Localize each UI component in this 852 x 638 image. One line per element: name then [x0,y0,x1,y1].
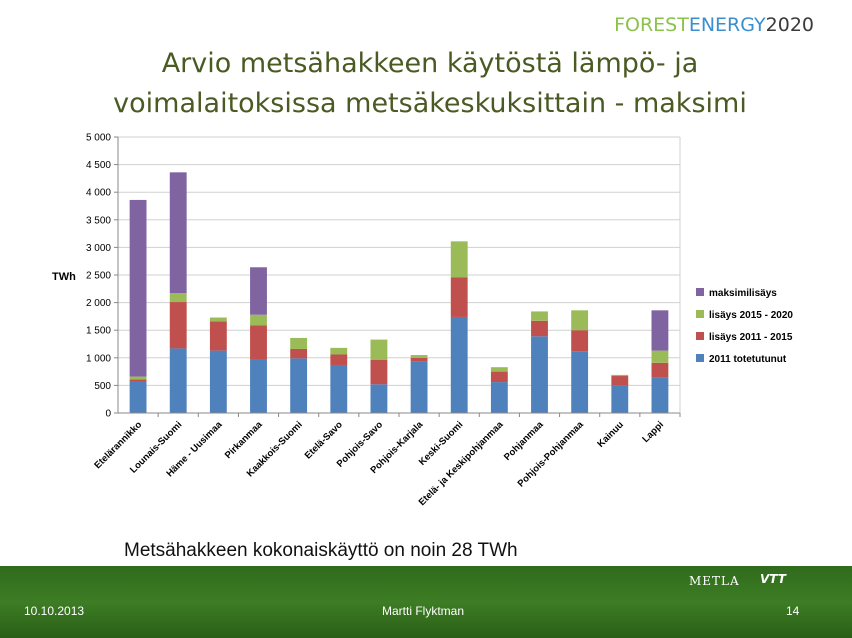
x-tick-label: Etelä-Savo [303,419,345,461]
bar-segment [571,310,589,331]
y-tick-label: 2 000 [86,298,111,309]
y-tick-labels: 0 500 1 000 1 500 2 000 2 500 3 000 3 500 4 000 4… [86,133,111,420]
bar-segment [370,360,388,385]
vtt-logo: VTT [760,572,786,586]
bar-segment [129,379,147,382]
bar-segment [611,376,629,386]
y-tick-label: 3 000 [86,243,111,254]
y-tick-label: 500 [94,381,111,392]
bar-segment [169,172,187,294]
bar-segment [450,241,468,278]
slide-title-line2: voimalaitoksissa metsäkeskuksittain - ma… [113,88,747,119]
slide-title-line1: Arvio metsähakkeen käytöstä lämpö- ja [161,48,699,79]
x-tick-label: Etelä- ja Keskipohjanmaa [417,419,506,508]
chart-grid [118,136,680,414]
bar-segment [209,321,227,351]
bar-segment [370,384,388,413]
bar-segment [571,351,589,413]
legend-swatch [696,332,704,340]
bar-segment [571,330,589,352]
footer-author: Martti Flyktman [382,604,465,618]
bar-segment [651,350,669,363]
x-tick-label: Pirkanmaa [223,419,265,461]
y-tick-label: 1 000 [86,353,111,364]
bar-segment [169,348,187,413]
forestenergy-logo: FORESTENERGY2020 [614,14,814,36]
bar-segment [169,302,187,349]
legend-swatch [696,288,704,296]
bar-segment [450,316,468,413]
bar-segment [169,293,187,303]
bar-segment [651,362,669,378]
y-tick-label: 4 500 [86,160,111,171]
x-tick-label: Lappi [640,419,666,445]
chart-axes [114,136,681,417]
bar-segment [129,381,147,413]
legend-label: 2011 totetutunut [709,354,787,365]
chart-bars [129,172,669,413]
legend-label: lisäys 2015 - 2020 [709,310,793,321]
metla-logo: METLA [689,574,740,588]
bar-segment [531,336,548,413]
y-tick-label: 5 000 [86,133,111,144]
y-tick-label: 3 500 [86,215,111,226]
bar-segment [330,354,348,365]
bar-segment [410,355,428,358]
bar-segment [129,199,147,377]
bar-segment [129,376,147,380]
bar-segment [330,364,348,413]
x-tick-label: Kainuu [595,419,626,450]
bar-segment [250,359,267,413]
bar-segment [410,357,428,362]
bar-segment [330,347,348,355]
footer-date: 10.10.2013 [24,604,85,618]
y-tick-label: 4 000 [86,188,111,199]
slide-caption: Metsähakkeen kokonaiskäyttö on noin 28 T… [124,540,518,561]
legend-label: lisäys 2011 - 2015 [709,332,793,343]
bar-segment [290,348,308,359]
y-axis-label: TWh [52,271,76,283]
legend-label: maksimilisäys [709,288,777,299]
x-tick-label: Pohjois-Pohjanmaa [516,419,587,490]
bar-segment [651,310,669,351]
bar-segment [209,350,227,413]
bar-segment [611,374,629,377]
x-tick-label: Pohjanmaa [502,419,546,463]
y-tick-label: 1 500 [86,326,111,337]
bar-segment [490,371,508,383]
bar-segment [209,317,227,322]
bar-segment [250,325,267,360]
y-tick-label: 0 [105,409,111,420]
bar-segment [250,314,267,326]
bar-segment [290,337,308,349]
bar-segment [250,267,267,315]
bar-segment [531,320,548,337]
bar-segment [651,377,669,413]
bar-segment [490,367,508,372]
bar-segment [611,385,629,413]
footer-page-number: 14 [786,604,800,618]
bar-segment [370,339,388,361]
bar-segment [531,311,548,321]
bar-segment [490,382,508,413]
legend-swatch [696,354,704,362]
stacked-bar-chart: 0 500 1 000 1 500 2 000 2 500 3 000 3 500 4 000 4… [52,133,793,509]
slide-title: Arvio metsähakkeen käytöstä lämpö- ja vo… [60,44,800,124]
legend-swatch [696,310,704,318]
bar-segment [450,277,468,317]
bar-segment [290,358,308,413]
footer-bar: 10.10.2013 Martti Flyktman 14 METLA VTT [0,566,852,638]
y-tick-label: 2 500 [86,271,111,282]
bar-segment [410,361,428,413]
chart-legend: maksimilisäys lisäys 2015 - 2020 lisäys 20… [696,288,793,365]
